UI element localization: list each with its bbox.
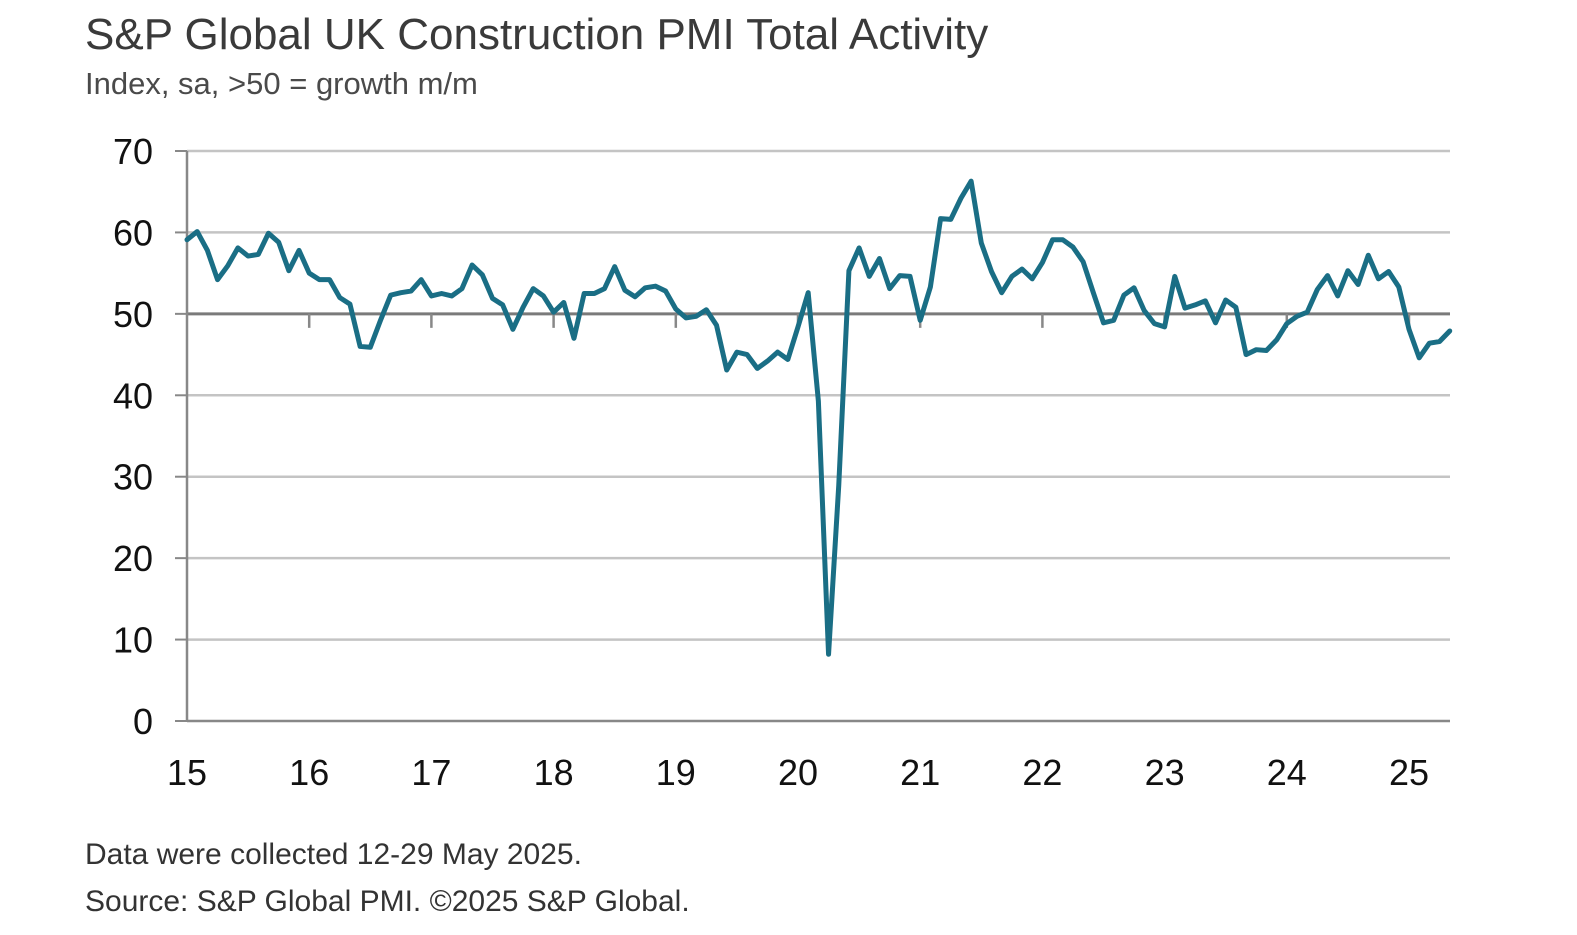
y-tick-label-40: 40 (113, 375, 153, 416)
y-tick-label-20: 20 (113, 538, 153, 579)
gridlines (187, 149, 1450, 641)
y-tick-label-50: 50 (113, 294, 153, 335)
x-tick-label-22: 22 (1022, 752, 1062, 793)
x-tick-label-17: 17 (411, 752, 451, 793)
x-tick-label-24: 24 (1267, 752, 1307, 793)
x-tick-label-19: 19 (656, 752, 696, 793)
x-tick-label-21: 21 (900, 752, 940, 793)
y-tick-label-70: 70 (113, 131, 153, 172)
chart-subtitle: Index, sa, >50 = growth m/m (85, 66, 478, 101)
x-tick-label-15: 15 (167, 752, 207, 793)
x-tick-label-18: 18 (534, 752, 574, 793)
x-axis-ticks: 15 16 17 18 19 20 21 22 23 24 25 (167, 313, 1429, 793)
chart-title: S&P Global UK Construction PMI Total Act… (85, 10, 989, 59)
x-tick-label-23: 23 (1145, 752, 1185, 793)
series-line (184, 178, 1453, 657)
source-note: Source: S&P Global PMI. ©2025 S&P Global… (85, 885, 690, 918)
y-tick-label-0: 0 (133, 701, 153, 742)
data-collection-note: Data were collected 12-29 May 2025. (85, 838, 582, 871)
y-tick-label-30: 30 (113, 457, 153, 498)
y-axis-ticks: 0 10 20 30 40 50 60 70 (113, 131, 187, 742)
axes (185, 151, 1450, 723)
x-tick-label-16: 16 (289, 752, 329, 793)
x-tick-label-25: 25 (1389, 752, 1429, 793)
x-tick-label-20: 20 (778, 752, 818, 793)
y-tick-label-60: 60 (113, 212, 153, 253)
y-tick-label-10: 10 (113, 620, 153, 661)
